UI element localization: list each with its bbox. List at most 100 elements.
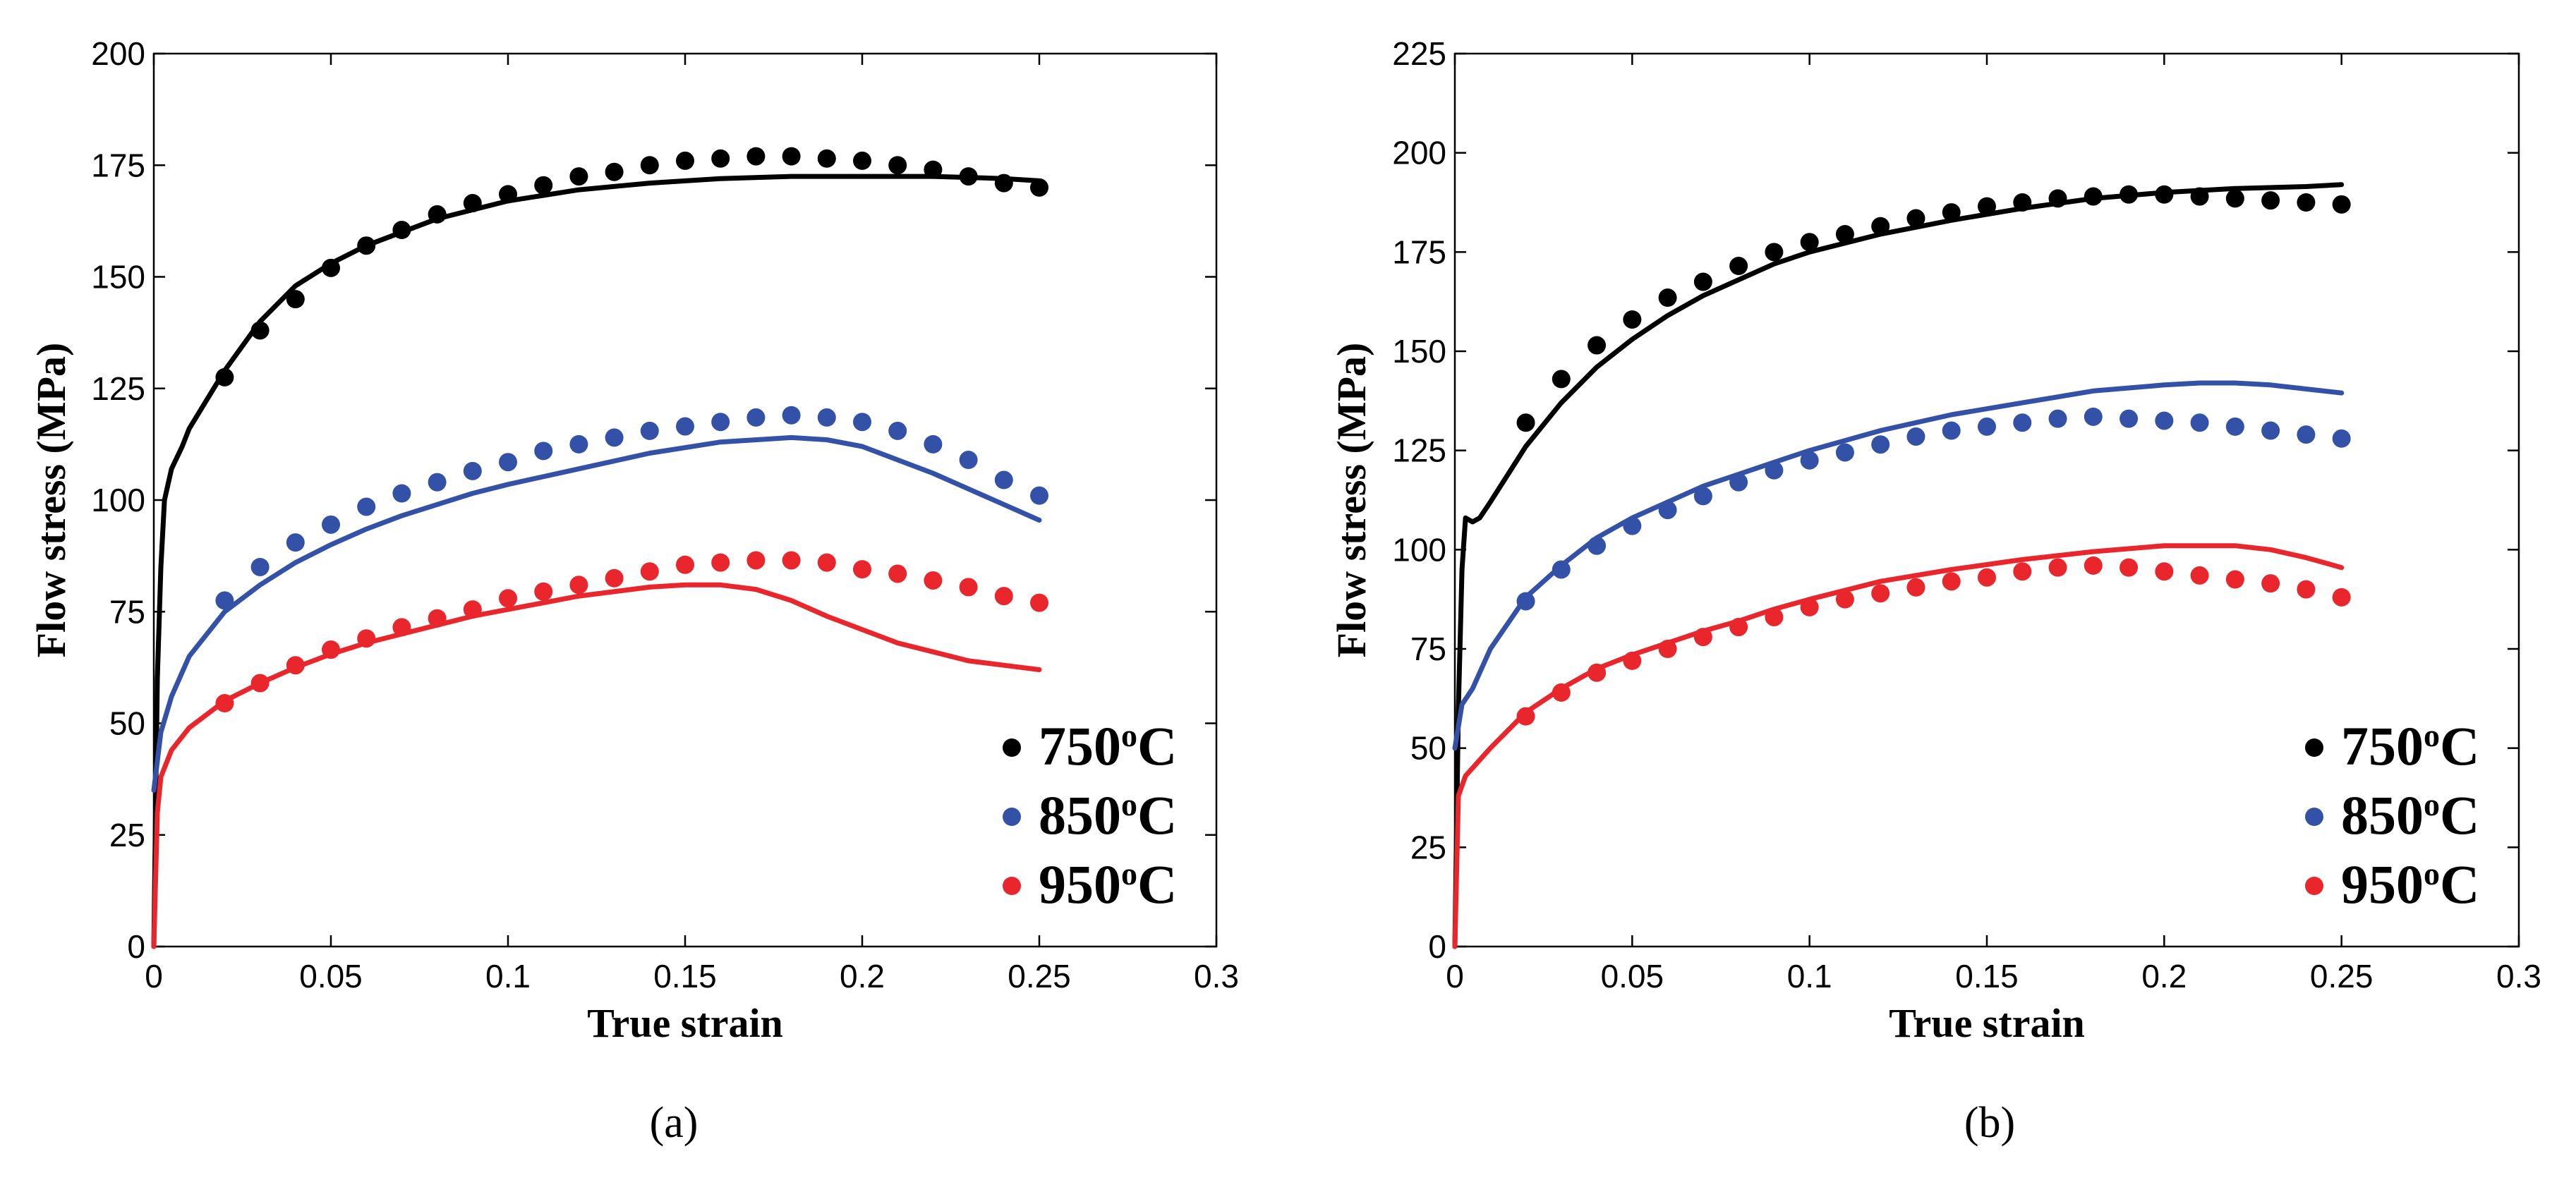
x-tick-label: 0.3 (2496, 958, 2541, 995)
data-point-950 (322, 640, 340, 659)
data-point-950 (392, 618, 411, 637)
data-point-750 (463, 194, 482, 213)
data-point-750 (215, 367, 234, 387)
data-point-950 (924, 571, 943, 590)
y-tick-label: 200 (1392, 135, 1446, 171)
x-tick-label: 0.05 (1601, 958, 1664, 995)
data-point-850 (286, 533, 305, 552)
data-point-950 (2084, 556, 2103, 575)
y-axis-title: Flow stress (MPa) (1329, 343, 1374, 658)
data-point-950 (1658, 640, 1677, 658)
data-point-750 (569, 167, 588, 186)
data-point-850 (782, 406, 801, 425)
legend-sup: o (2424, 717, 2440, 753)
x-tick-label: 0.1 (1787, 958, 1832, 995)
data-point-850 (817, 408, 836, 427)
y-tick-label: 50 (109, 705, 145, 742)
panel-label: (b) (1964, 1099, 2015, 1147)
data-point-850 (711, 413, 730, 432)
x-tick-label: 0.3 (1194, 958, 1239, 995)
x-tick-label: 0.05 (299, 958, 363, 995)
legend-marker-950 (2305, 877, 2323, 895)
data-point-850 (1623, 516, 1642, 535)
panel-label: (a) (650, 1099, 699, 1147)
data-point-850 (357, 497, 376, 516)
chart-panel-a: 0 0.05 0.1 0.15 0.2 0.25 0.3 0 25 50 75 100 125 150 17… (28, 35, 1239, 1147)
data-point-850 (569, 434, 588, 454)
data-point-850 (2225, 417, 2244, 436)
data-point-750 (1693, 272, 1712, 291)
data-point-750 (1942, 203, 1961, 222)
data-point-850 (2084, 407, 2103, 426)
series-line-950 (151, 582, 1042, 949)
legend-temp: 750 (2341, 715, 2424, 777)
data-point-750 (357, 236, 376, 255)
data-point-950 (569, 576, 588, 595)
data-point-850 (924, 434, 943, 454)
x-tick-label: 0.2 (2141, 958, 2187, 995)
legend-marker-850 (2305, 808, 2323, 826)
data-point-950 (2225, 570, 2244, 589)
data-point-750 (499, 185, 517, 204)
data-point-850 (1588, 536, 1607, 555)
data-point-950 (428, 609, 447, 628)
data-point-950 (1693, 628, 1712, 647)
data-point-950 (994, 587, 1013, 606)
data-point-950 (1906, 578, 1925, 597)
data-point-950 (1729, 618, 1748, 637)
y-tick-label: 75 (1410, 631, 1446, 667)
data-point-850 (640, 421, 659, 440)
data-point-850 (428, 473, 447, 492)
x-axis-title: True strain (1889, 1000, 2085, 1046)
data-point-950 (286, 656, 305, 675)
data-point-750 (2013, 193, 2032, 212)
data-point-950 (499, 589, 517, 608)
data-point-950 (2332, 588, 2351, 607)
x-tick-label: 0.15 (653, 958, 717, 995)
data-point-950 (888, 564, 907, 583)
legend-marker-750 (2305, 738, 2323, 757)
data-point-850 (959, 451, 978, 470)
data-point-950 (782, 551, 801, 570)
data-point-750 (2155, 185, 2174, 204)
data-point-950 (959, 578, 978, 597)
data-point-950 (817, 553, 836, 572)
data-point-950 (250, 674, 270, 693)
chart-panel-b: 0 0.05 0.1 0.15 0.2 0.25 0.3 0 25 50 75 100 125 150 17… (1329, 35, 2541, 1147)
data-point-850 (1658, 501, 1677, 520)
data-point-950 (605, 568, 624, 588)
legend-unit: C (2440, 784, 2479, 846)
x-tick-label: 0 (145, 958, 163, 995)
series-line-750 (151, 174, 1042, 949)
data-point-850 (2332, 429, 2351, 448)
data-point-750 (2190, 187, 2209, 206)
data-point-750 (1516, 413, 1535, 432)
legend-unit: C (1137, 784, 1177, 846)
data-point-750 (534, 176, 553, 195)
legend-temp: 850 (1039, 784, 1121, 846)
data-point-750 (711, 149, 730, 168)
legend-label-750: 750oC (1039, 715, 1177, 777)
data-point-750 (2120, 185, 2139, 204)
data-point-750 (2332, 195, 2351, 214)
data-point-750 (959, 167, 978, 186)
legend-sup: o (2424, 856, 2440, 892)
data-point-950 (746, 551, 766, 570)
data-point-750 (1835, 225, 1854, 244)
legend-marker-750 (1003, 738, 1021, 757)
series-line-850 (1452, 380, 2345, 751)
y-tick-label: 0 (127, 928, 145, 965)
data-point-750 (392, 221, 411, 240)
data-point-750 (2048, 189, 2067, 208)
data-point-750 (676, 151, 694, 170)
data-point-750 (1729, 257, 1748, 276)
data-point-950 (640, 562, 659, 581)
y-tick-label: 25 (109, 817, 145, 853)
data-point-750 (746, 147, 766, 166)
data-point-950 (1765, 607, 1784, 626)
data-point-750 (924, 160, 943, 179)
legend-sup: o (1121, 856, 1137, 892)
data-point-850 (1906, 427, 1925, 446)
x-tick-label: 0.15 (1955, 958, 2019, 995)
